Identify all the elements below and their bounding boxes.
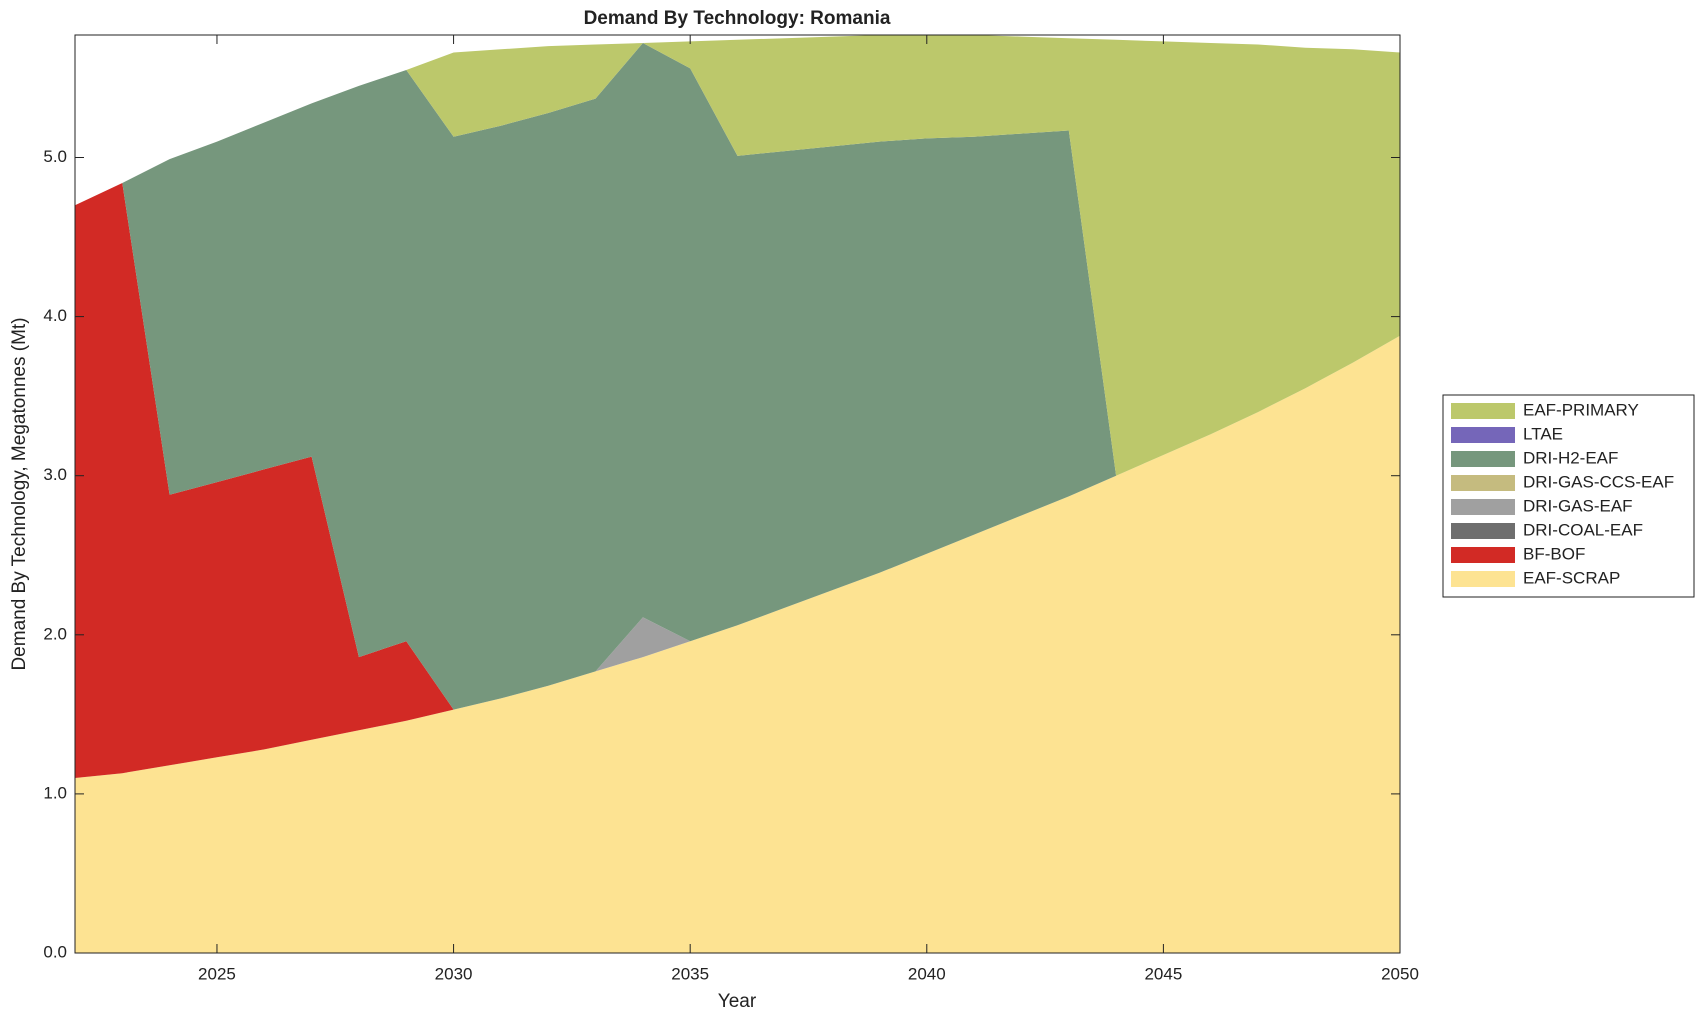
legend-label: BF-BOF bbox=[1523, 544, 1585, 563]
legend-swatch bbox=[1451, 571, 1515, 587]
x-tick-label: 2025 bbox=[198, 964, 236, 983]
y-tick-label: 2.0 bbox=[43, 624, 67, 643]
legend-label: DRI-GAS-CCS-EAF bbox=[1523, 472, 1674, 491]
legend-label: EAF-PRIMARY bbox=[1523, 400, 1639, 419]
plot-frame bbox=[74, 34, 1401, 954]
x-axis-label: Year bbox=[718, 991, 757, 1012]
y-tick-label: 0.0 bbox=[43, 942, 67, 961]
x-tick-label: 2045 bbox=[1144, 964, 1182, 983]
legend-label: LTAE bbox=[1523, 424, 1563, 443]
legend-label: EAF-SCRAP bbox=[1523, 568, 1620, 587]
legend-label: DRI-COAL-EAF bbox=[1523, 520, 1643, 539]
legend-swatch bbox=[1451, 499, 1515, 515]
legend-label: DRI-H2-EAF bbox=[1523, 448, 1618, 467]
legend-swatch bbox=[1451, 451, 1515, 467]
y-tick-label: 4.0 bbox=[43, 306, 67, 325]
x-tick-label: 2035 bbox=[671, 964, 709, 983]
legend-swatch bbox=[1451, 547, 1515, 563]
y-tick-label: 3.0 bbox=[43, 465, 67, 484]
y-axis-label: Demand By Technology, Megatonnes (Mt) bbox=[9, 317, 30, 670]
legend-label: DRI-GAS-EAF bbox=[1523, 496, 1633, 515]
x-tick-label: 2050 bbox=[1381, 964, 1419, 983]
y-tick-label: 5.0 bbox=[43, 147, 67, 166]
x-tick-label: 2040 bbox=[908, 964, 946, 983]
legend-swatch bbox=[1451, 427, 1515, 443]
chart-title: Demand By Technology: Romania bbox=[584, 8, 891, 29]
x-tick-label: 2030 bbox=[435, 964, 473, 983]
y-tick-label: 1.0 bbox=[43, 783, 67, 802]
area bbox=[75, 43, 1400, 710]
legend-swatch bbox=[1451, 403, 1515, 419]
area bbox=[75, 335, 1400, 953]
legend-swatch bbox=[1451, 523, 1515, 539]
area bbox=[75, 183, 1400, 778]
area bbox=[75, 35, 1400, 476]
legend-swatch bbox=[1451, 475, 1515, 491]
